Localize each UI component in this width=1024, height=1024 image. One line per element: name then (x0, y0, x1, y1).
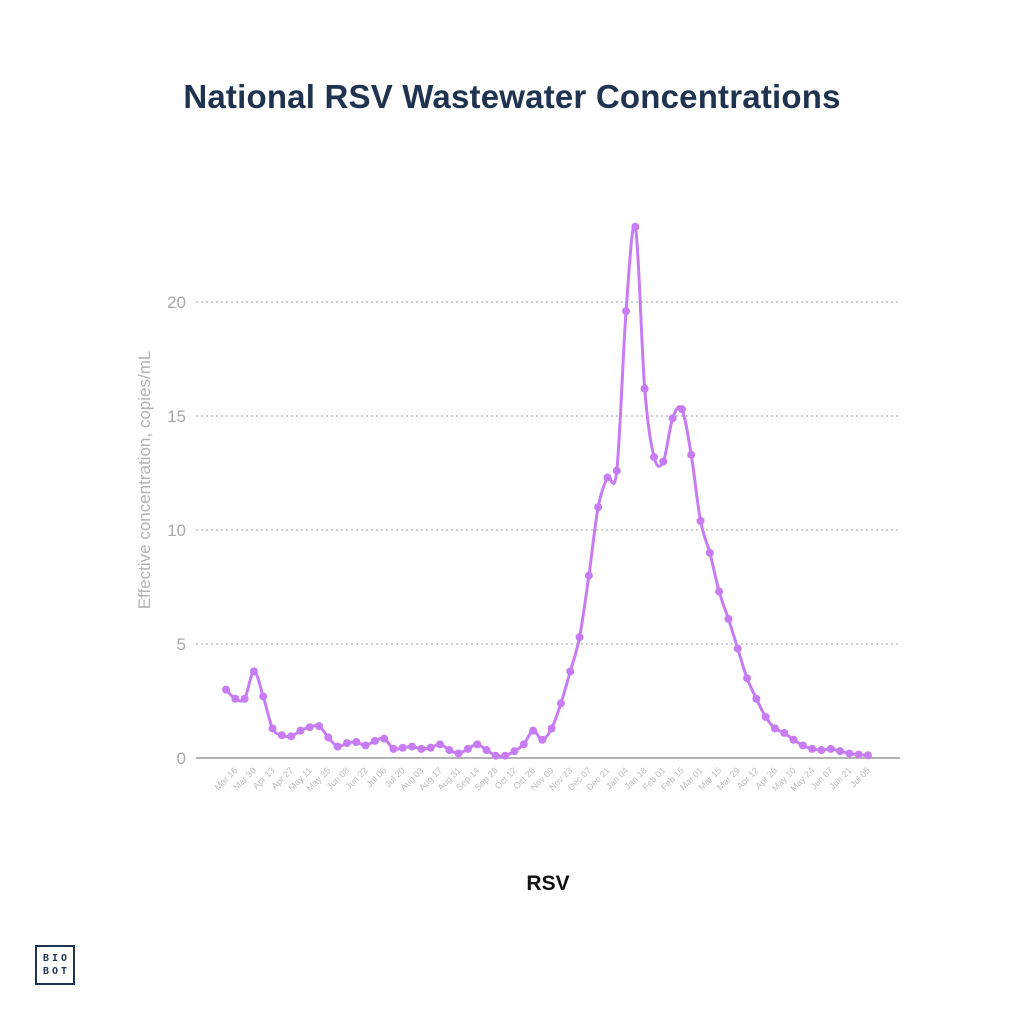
data-point (612, 466, 621, 475)
data-point (305, 723, 314, 732)
data-point (296, 726, 305, 735)
data-point (733, 644, 742, 653)
data-point (603, 473, 612, 482)
data-point (668, 414, 677, 423)
logo-line-2: BOT (42, 966, 71, 977)
data-point (519, 740, 528, 749)
data-point (259, 692, 268, 701)
data-point (798, 741, 807, 750)
rsv-series-line (224, 223, 869, 758)
data-point (352, 738, 361, 747)
data-point (752, 694, 761, 703)
data-point (864, 751, 872, 760)
data-point (780, 728, 789, 737)
data-point (342, 739, 351, 748)
data-point (408, 742, 417, 751)
data-point (743, 674, 752, 683)
data-point (482, 746, 491, 755)
data-point (501, 751, 510, 760)
logo-line-1: BIO (42, 953, 71, 964)
data-point (510, 747, 519, 756)
y-tick-label: 0 (177, 749, 186, 768)
x-tick-label: Jul 06 (364, 765, 388, 789)
legend-label: RSV (526, 872, 570, 895)
data-point (463, 744, 472, 753)
data-point (249, 667, 258, 676)
data-point (622, 307, 631, 316)
data-point (640, 384, 649, 393)
data-point (566, 667, 575, 676)
data-point (659, 457, 668, 466)
data-point (361, 741, 370, 750)
data-point (594, 503, 603, 512)
data-point (277, 731, 286, 740)
chart-title: National RSV Wastewater Concentrations (183, 78, 841, 115)
data-point (575, 633, 584, 642)
data-point (436, 740, 444, 749)
data-point (808, 744, 817, 753)
data-point (650, 453, 658, 462)
data-point (705, 548, 714, 557)
data-point (380, 734, 389, 743)
data-point (370, 736, 379, 745)
data-point (454, 749, 463, 758)
data-point (845, 749, 854, 758)
biobot-logo: BIO BOT (35, 945, 75, 985)
data-point (724, 614, 733, 623)
data-point (631, 222, 640, 231)
x-tick-label: Jul 05 (848, 765, 872, 789)
data-point (556, 699, 565, 708)
data-point (584, 571, 593, 580)
y-tick-label: 20 (167, 293, 186, 312)
data-point (817, 746, 826, 755)
y-tick-label: 5 (177, 635, 186, 654)
y-tick-label: 15 (167, 407, 186, 426)
data-point (417, 744, 426, 753)
data-point (761, 712, 770, 721)
data-point (538, 735, 547, 744)
y-tick-label: 10 (167, 521, 186, 540)
data-point (491, 751, 500, 760)
data-point (826, 744, 835, 753)
data-point (687, 450, 696, 459)
data-point (529, 726, 538, 735)
data-point (315, 722, 324, 731)
data-point (268, 724, 277, 733)
data-point (398, 743, 407, 752)
data-point (324, 733, 333, 742)
data-point (333, 742, 342, 751)
data-point (696, 516, 705, 525)
data-point (389, 744, 398, 753)
data-point (547, 724, 556, 733)
data-point (836, 747, 845, 756)
data-point (677, 405, 686, 414)
data-point (473, 740, 482, 749)
data-point (240, 694, 249, 703)
data-point (426, 743, 435, 752)
data-point (287, 732, 296, 741)
data-point (715, 587, 724, 596)
data-point (222, 685, 230, 694)
data-point (789, 735, 798, 744)
data-point (445, 746, 454, 755)
data-point (854, 750, 863, 759)
data-point (770, 724, 779, 733)
data-point (231, 694, 240, 703)
y-axis-title: Effective concentration, copies/mL (135, 351, 154, 610)
